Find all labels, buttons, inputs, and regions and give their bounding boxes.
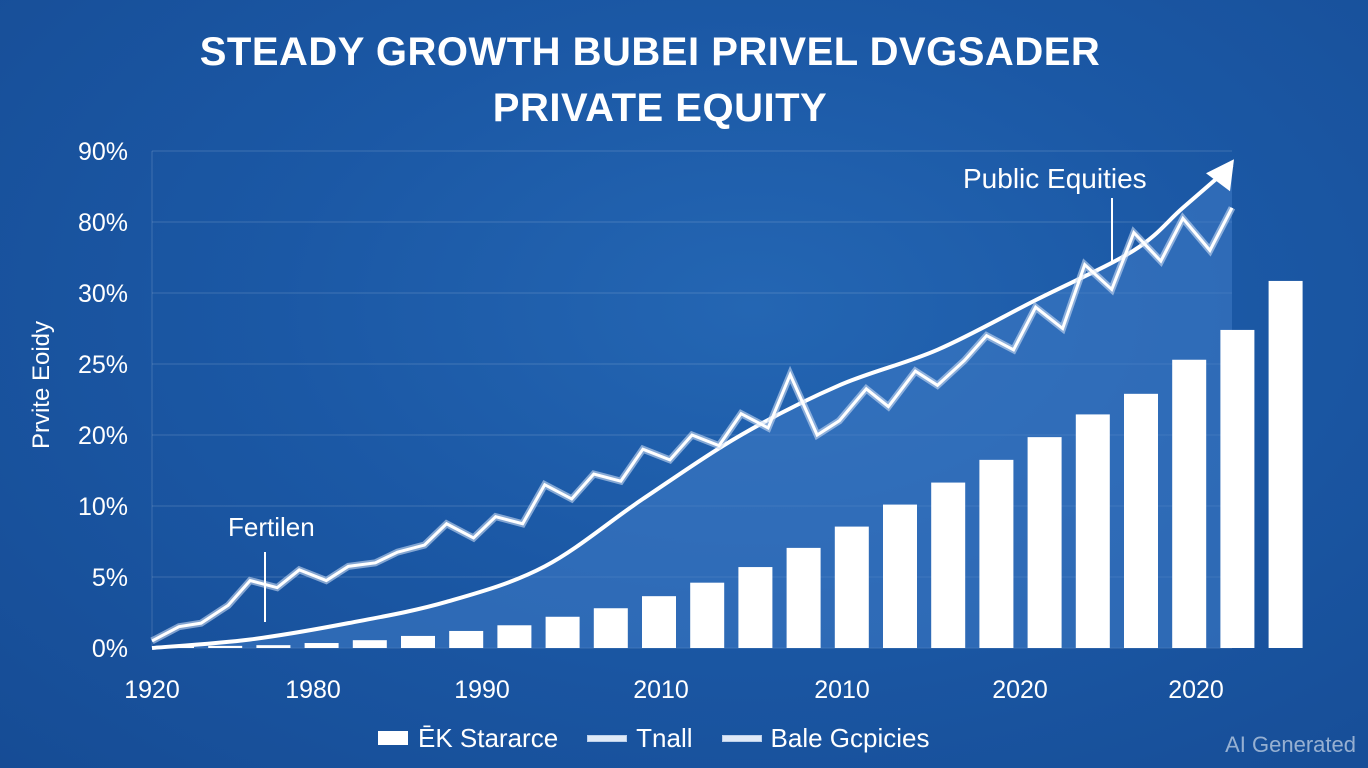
x-tick-label: 2020 [992, 676, 1048, 704]
bar [449, 630, 484, 648]
x-tick-label: 1990 [454, 676, 510, 704]
y-tick-label: 90% [78, 138, 128, 166]
bar [256, 645, 291, 648]
bar [979, 459, 1014, 648]
legend-item-bars: ĒK Stararce [378, 723, 558, 754]
bar [208, 645, 243, 648]
watermark-label: AI Generated [1225, 732, 1356, 757]
legend-bar-swatch [378, 731, 408, 745]
arrow-head [1206, 159, 1234, 192]
bar [352, 640, 387, 648]
y-tick-label: 10% [78, 493, 128, 521]
legend-label-trend: Tnall [636, 722, 693, 753]
bar [834, 526, 869, 648]
chart-legend: ĒK Stararce Tnall Bale Gcpicies [378, 720, 960, 756]
legend-line-swatch [722, 735, 761, 741]
axis-labels: 0% 5% 10% 20% 25% 30% 80% 90% 1920 1980 1990 2010 20… [78, 138, 1224, 704]
bar [593, 608, 628, 648]
legend-label-bars: ĒK Stararce [418, 722, 559, 753]
bar [690, 582, 725, 648]
bar-series [160, 280, 1303, 648]
chart-title: STEADY GROWTH BUBEI PRIVEL DVGSADER [199, 30, 1101, 74]
line-series [150, 159, 1236, 650]
bar [1172, 359, 1207, 648]
legend-label-public: Bale Gcpicies [770, 722, 930, 753]
public-line [151, 207, 1234, 643]
y-tick-label: 20% [78, 422, 128, 450]
annotation-label: Fertilen [228, 512, 315, 542]
legend-item-trend: Tnall [588, 722, 693, 754]
x-tick-label: 1980 [285, 676, 341, 704]
legend-item-public: Bale Gcpicies [722, 722, 930, 754]
bar [1075, 414, 1110, 648]
bar [1268, 280, 1303, 648]
bar [786, 547, 821, 648]
bar [738, 567, 773, 648]
bar [401, 635, 435, 648]
y-tick-label: 30% [78, 280, 128, 308]
annotations: Fertilen Public Equities [228, 163, 1147, 622]
bar [931, 482, 966, 648]
y-tick-label: 80% [78, 209, 128, 237]
bar [642, 596, 676, 648]
bar [545, 616, 580, 648]
y-tick-label: 0% [92, 635, 128, 663]
x-tick-label: 2020 [1168, 676, 1224, 704]
bar [304, 643, 339, 648]
x-tick-label: 1920 [124, 676, 180, 704]
bar [1220, 329, 1255, 648]
x-tick-label: 2010 [633, 676, 689, 704]
trend-line [151, 163, 1234, 650]
y-tick-label: 5% [92, 564, 128, 592]
x-tick-label: 2010 [814, 676, 870, 704]
legend-line-swatch [588, 735, 627, 741]
bar [1124, 393, 1158, 648]
y-tick-label: 25% [78, 351, 128, 379]
chart-subtitle: PRIVATE EQUITY [492, 86, 828, 130]
bar [1027, 437, 1062, 648]
annotation-label: Public Equities [963, 163, 1147, 194]
bar [883, 504, 917, 648]
bar [497, 625, 532, 648]
